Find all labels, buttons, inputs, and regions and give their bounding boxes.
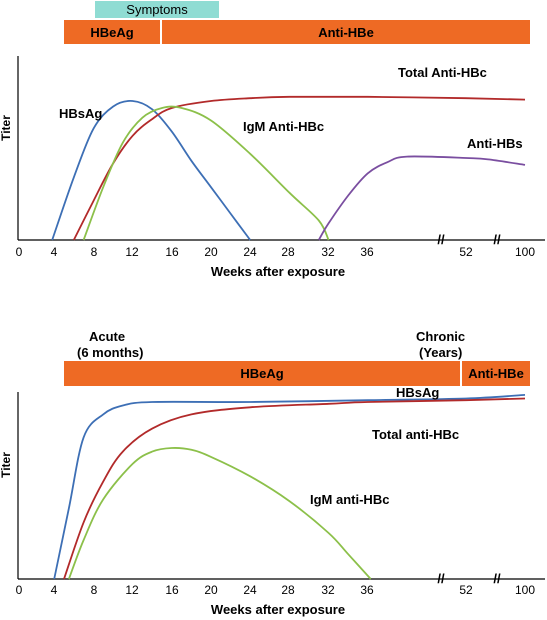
symptoms-banner	[95, 1, 219, 18]
series-line-igm-anti-hbc	[68, 447, 372, 580]
x-tick-label-4: 4	[51, 583, 58, 597]
hbsag-curve-label: HBsAg	[59, 106, 102, 121]
axis-break-mark: //	[493, 571, 501, 586]
total-anti-hbc-curve-label: Total Anti-HBc	[398, 65, 487, 80]
x-tick-label-20: 20	[204, 583, 218, 597]
hbeag-banner	[64, 20, 160, 44]
anti-hbs-curve-label: Anti-HBs	[467, 136, 523, 151]
x-tick-labels: 0 4 8 12 16 20 24 28 32 36 52 100	[16, 583, 536, 597]
series-line-anti-hbs	[318, 155, 526, 241]
x-tick-label-0: 0	[16, 583, 23, 597]
x-tick-label-8: 8	[91, 583, 98, 597]
hbsag-curve-label: HBsAg	[396, 385, 439, 400]
x-tick-label-52: 52	[459, 245, 473, 259]
x-tick-label-100: 100	[515, 245, 535, 259]
axis-break-mark: //	[437, 232, 445, 247]
y-axis-label: Titer	[0, 115, 13, 141]
x-tick-label-32: 32	[321, 583, 335, 597]
x-tick-label-0: 0	[16, 245, 23, 259]
panel-acute-resolution: Symptoms HBeAg Anti-HBe Titer Weeks afte…	[0, 1, 545, 279]
x-tick-label-24: 24	[243, 583, 257, 597]
x-tick-label-52: 52	[459, 583, 473, 597]
x-tick-label-4: 4	[51, 245, 58, 259]
curves	[51, 95, 526, 241]
panel-chronic-infection: Acute (6 months) Chronic (Years) HBeAg A…	[0, 329, 545, 617]
x-tick-label-16: 16	[165, 583, 179, 597]
axis-break-mark: //	[437, 571, 445, 586]
x-tick-label-8: 8	[91, 245, 98, 259]
x-tick-label-20: 20	[204, 245, 218, 259]
x-tick-label-24: 24	[243, 245, 257, 259]
igm-anti-hbc-curve-label: IgM anti-HBc	[310, 492, 389, 507]
anti-hbe-banner-label: Anti-HBe	[318, 25, 374, 40]
x-tick-label-12: 12	[125, 583, 139, 597]
series-line-hbsag	[51, 100, 251, 241]
x-tick-label-36: 36	[360, 245, 374, 259]
symptoms-banner-label: Symptoms	[126, 2, 188, 17]
chronic-phase-sublabel: (Years)	[419, 345, 462, 360]
anti-hbe-banner	[162, 20, 530, 44]
x-tick-label-28: 28	[281, 583, 295, 597]
hbeag-banner-label: HBeAg	[90, 25, 133, 40]
anti-hbe-banner-label: Anti-HBe	[468, 366, 524, 381]
acute-phase-sublabel: (6 months)	[77, 345, 143, 360]
x-tick-labels: 0 4 8 12 16 20 24 28 32 36 52 100	[16, 245, 536, 259]
series-line-hbsag	[53, 394, 526, 580]
igm-anti-hbc-curve-label: IgM Anti-HBc	[243, 119, 324, 134]
x-tick-label-100: 100	[515, 583, 535, 597]
axis-break-mark: //	[493, 232, 501, 247]
x-axis-label: Weeks after exposure	[211, 602, 345, 617]
x-tick-label-32: 32	[321, 245, 335, 259]
chronic-phase-label: Chronic	[416, 329, 465, 344]
total-anti-hbc-curve-label: Total anti-HBc	[372, 427, 459, 442]
acute-phase-label: Acute	[89, 329, 125, 344]
hbeag-banner	[64, 361, 460, 386]
curves	[53, 394, 526, 580]
x-tick-label-36: 36	[360, 583, 374, 597]
anti-hbe-banner	[462, 361, 530, 386]
hbeag-banner-label: HBeAg	[240, 366, 283, 381]
x-tick-label-16: 16	[165, 245, 179, 259]
x-tick-label-28: 28	[281, 245, 295, 259]
y-axis-label: Titer	[0, 452, 13, 478]
series-line-igm-anti-hbc	[82, 105, 330, 241]
x-tick-label-12: 12	[125, 245, 139, 259]
series-line-total-anti-hbc	[63, 397, 526, 580]
x-axis-label: Weeks after exposure	[211, 264, 345, 279]
